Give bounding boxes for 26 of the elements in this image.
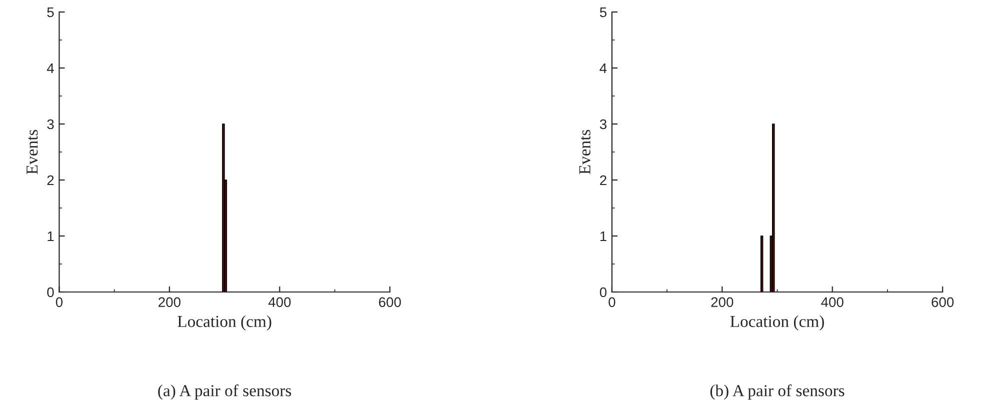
y-tick-label: 3: [47, 119, 54, 130]
text: (b) A pair of sensors: [710, 384, 844, 400]
y-tick-label: 5: [600, 7, 606, 18]
y-tick-label: 4: [600, 63, 607, 74]
text: (a) A pair of sensors: [158, 384, 292, 400]
y-axis-title: Events: [26, 130, 38, 174]
y-tick-label: 0: [600, 287, 607, 298]
y-axis-title: Events: [579, 130, 590, 174]
y-tick-label: 0: [47, 287, 54, 298]
x-tick-label: 400: [821, 297, 844, 308]
x-tick-label: 600: [378, 297, 401, 308]
y-tick-label: 2: [600, 175, 606, 186]
x-tick-label: 0: [608, 297, 616, 308]
x-tick-label: 200: [711, 297, 734, 308]
y-tick-label: 1: [600, 231, 606, 242]
x-tick-label: 0: [56, 297, 63, 308]
y-tick-label: 3: [600, 119, 606, 130]
x-axis-title: Location (cm): [178, 315, 272, 330]
x-tick-label: 600: [932, 297, 954, 308]
y-tick-label: 1: [48, 231, 54, 242]
x-tick-label: 400: [268, 297, 291, 308]
y-tick-label: 2: [47, 175, 54, 186]
y-tick-label: 5: [47, 7, 54, 18]
x-tick-label: 200: [158, 297, 180, 308]
x-axis-title: Location (cm): [730, 315, 824, 330]
y-tick-label: 4: [46, 63, 54, 74]
